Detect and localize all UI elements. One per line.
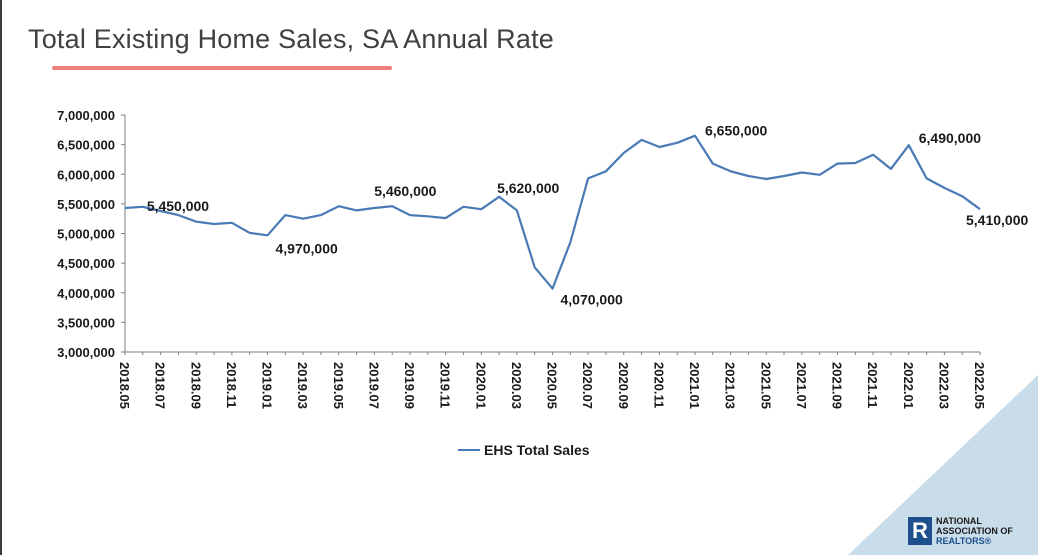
data-label: 5,620,000 <box>497 180 559 196</box>
data-label: 5,450,000 <box>147 198 209 214</box>
y-tick-label: 5,000,000 <box>57 227 115 242</box>
y-tick-label: 4,500,000 <box>57 256 115 271</box>
x-axis-ticks: 2018.05 2018.07 2018.09 2018.11 2019.01 2019.… <box>117 352 987 409</box>
x-tick-label: 2020.11 <box>651 362 666 408</box>
data-label: 5,410,000 <box>966 212 1028 228</box>
y-tick-label: 3,500,000 <box>57 315 115 330</box>
y-tick-label: 3,000,000 <box>57 345 115 360</box>
x-tick-label: 2019.11 <box>438 362 453 408</box>
logo-registered: ® <box>984 536 992 546</box>
nar-logo: R NATIONAL ASSOCIATION OF REALTORS® <box>908 516 1013 546</box>
x-tick-label: 2019.03 <box>295 362 310 409</box>
x-tick-label: 2019.09 <box>402 362 417 409</box>
x-tick-label: 2021.07 <box>794 362 809 409</box>
logo-wordmark: NATIONAL ASSOCIATION OF REALTORS® <box>936 516 1013 546</box>
x-tick-label: 2020.05 <box>545 362 560 409</box>
slide-title: Total Existing Home Sales, SA Annual Rat… <box>28 24 554 54</box>
legend: EHS Total Sales <box>458 442 590 458</box>
x-tick-label: 2018.05 <box>117 362 132 409</box>
x-tick-label: 2019.05 <box>331 362 346 409</box>
x-tick-label: 2021.01 <box>687 362 702 409</box>
legend-label: EHS Total Sales <box>484 442 590 458</box>
y-tick-label: 6,000,000 <box>57 167 115 182</box>
legend-swatch <box>458 449 480 451</box>
logo-line-1: NATIONAL <box>936 516 982 526</box>
x-tick-label: 2021.11 <box>865 362 880 408</box>
data-label: 5,460,000 <box>374 183 436 199</box>
title-underline <box>52 66 392 70</box>
corner-decoration <box>848 375 1038 555</box>
x-tick-label: 2020.03 <box>509 362 524 409</box>
x-tick-label: 2019.01 <box>260 362 275 409</box>
realtor-r-logo-icon: R <box>908 517 932 545</box>
logo-line-3: REALTORS® <box>936 536 1013 546</box>
x-tick-label: 2022.01 <box>901 362 916 409</box>
data-label: 4,970,000 <box>276 240 338 256</box>
slide-left-border <box>0 0 2 555</box>
y-tick-label: 5,500,000 <box>57 197 115 212</box>
y-tick-label: 6,500,000 <box>57 138 115 153</box>
data-label: 6,490,000 <box>919 130 981 146</box>
x-tick-label: 2021.05 <box>758 362 773 409</box>
x-tick-label: 2020.09 <box>616 362 631 409</box>
data-label: 4,070,000 <box>561 292 623 308</box>
corner-triangle <box>848 375 1038 555</box>
series-group <box>124 134 981 290</box>
series-line <box>124 134 981 290</box>
x-tick-label: 2020.07 <box>580 362 595 409</box>
x-tick-label: 2018.07 <box>153 362 168 409</box>
x-tick-label: 2020.01 <box>473 362 488 409</box>
data-label: 6,650,000 <box>705 123 767 139</box>
data-labels: 5,450,000 4,970,000 5,460,000 5,620,000 4,07… <box>147 123 1029 308</box>
x-tick-label: 2022.03 <box>936 362 951 409</box>
logo-line-3-text: REALTORS <box>936 536 985 546</box>
x-tick-label: 2018.09 <box>188 362 203 409</box>
x-tick-label: 2021.09 <box>830 362 845 409</box>
x-tick-label: 2018.11 <box>224 362 239 408</box>
x-tick-label: 2022.05 <box>972 362 987 409</box>
y-tick-label: 4,000,000 <box>57 286 115 301</box>
logo-line-2: ASSOCIATION OF <box>936 526 1013 536</box>
y-axis-ticks: 3,000,000 3,500,000 4,000,000 4,500,000 5,00… <box>57 108 125 360</box>
y-tick-label: 7,000,000 <box>57 108 115 123</box>
x-tick-label: 2021.03 <box>723 362 738 409</box>
x-tick-label: 2019.07 <box>366 362 381 409</box>
